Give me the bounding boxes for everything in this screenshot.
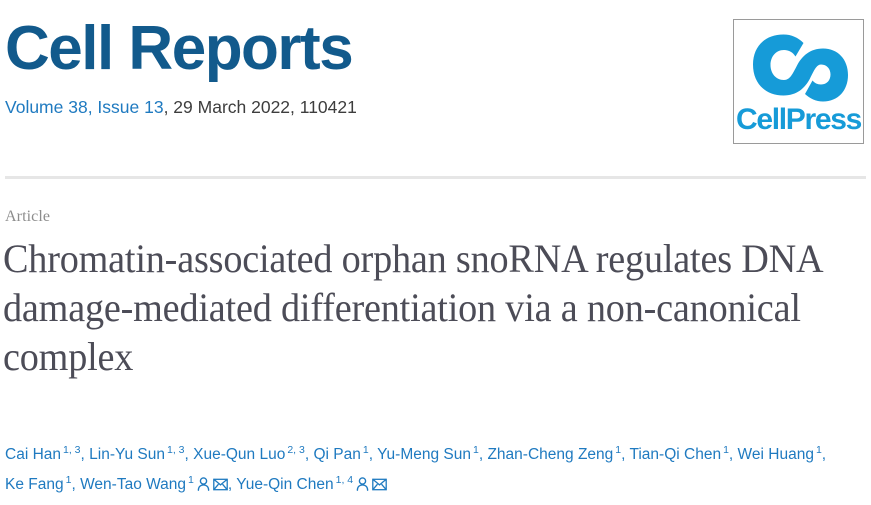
author-separator: , bbox=[304, 446, 314, 463]
issue-link[interactable]: Volume 38, Issue 13 bbox=[5, 97, 164, 117]
cellpress-wordmark: CellPress bbox=[735, 103, 862, 136]
author-separator: , bbox=[71, 476, 81, 493]
cellpress-logo[interactable]: CellPress bbox=[733, 19, 864, 144]
author-entry: Qi Pan 1 bbox=[313, 443, 369, 463]
cellpress-infinity-mark bbox=[747, 28, 851, 102]
author-affiliation-marker[interactable]: 1, 4 bbox=[335, 473, 354, 486]
author-link[interactable]: Wei Huang bbox=[737, 446, 814, 463]
person-icon[interactable] bbox=[197, 477, 210, 491]
author-entry: Yue-Qin Chen 1, 4 bbox=[236, 473, 387, 493]
author-affiliation-marker[interactable]: 1 bbox=[188, 473, 194, 486]
author-link[interactable]: Qi Pan bbox=[313, 446, 361, 463]
envelope-icon[interactable] bbox=[372, 478, 387, 491]
envelope-icon[interactable] bbox=[213, 478, 228, 491]
author-entry: Tian-Qi Chen 1 bbox=[629, 443, 729, 463]
header-divider bbox=[5, 176, 866, 179]
page-title: Chromatin-associated orphan snoRNA regul… bbox=[3, 236, 822, 379]
author-link[interactable]: Yu-Meng Sun bbox=[377, 446, 471, 463]
author-entry: Wei Huang 1 bbox=[737, 443, 822, 463]
author-separator: , bbox=[621, 446, 630, 463]
author-affiliation-marker[interactable]: 1 bbox=[615, 443, 622, 456]
author-link[interactable]: Tian-Qi Chen bbox=[629, 446, 722, 463]
author-link[interactable]: Lin-Yu Sun bbox=[89, 446, 165, 463]
author-affiliation-marker[interactable]: 1, 3 bbox=[63, 443, 81, 456]
author-list: Cai Han 1, 3, Lin-Yu Sun 1, 3, Xue-Qun Luo… bbox=[5, 440, 869, 500]
author-affiliation-marker[interactable]: 1 bbox=[362, 443, 369, 456]
author-entry: Xue-Qun Luo 2, 3 bbox=[193, 443, 305, 463]
author-entry: Ke Fang 1 bbox=[5, 473, 72, 493]
author-separator: , bbox=[227, 476, 237, 493]
journal-masthead: Cell Reports Volume 38, Issue 13, 29 Mar… bbox=[5, 14, 705, 118]
author-separator: , bbox=[368, 446, 378, 463]
author-separator: , bbox=[821, 446, 827, 463]
author-link[interactable]: Xue-Qun Luo bbox=[193, 446, 286, 463]
author-affiliation-marker[interactable]: 1 bbox=[65, 473, 72, 486]
journal-title: Cell Reports bbox=[5, 14, 354, 83]
author-affiliation-marker[interactable]: 2, 3 bbox=[287, 443, 305, 456]
author-link[interactable]: Ke Fang bbox=[5, 476, 64, 493]
author-entry: Lin-Yu Sun 1, 3 bbox=[89, 443, 185, 463]
author-entry: Wen-Tao Wang 1 bbox=[80, 473, 228, 493]
author-separator: , bbox=[80, 446, 90, 463]
author-link[interactable]: Cai Han bbox=[5, 446, 61, 463]
issue-line: Volume 38, Issue 13, 29 March 2022, 1104… bbox=[5, 96, 705, 118]
author-separator: , bbox=[728, 446, 738, 463]
author-entry: Cai Han 1, 3 bbox=[5, 443, 81, 463]
author-link[interactable]: Zhan-Cheng Zeng bbox=[487, 446, 614, 463]
author-affiliation-marker[interactable]: 1 bbox=[815, 443, 822, 456]
author-entry: Yu-Meng Sun 1 bbox=[377, 443, 479, 463]
author-affiliation-marker[interactable]: 1, 3 bbox=[166, 443, 185, 456]
author-affiliation-marker[interactable]: 1 bbox=[473, 443, 479, 456]
author-link[interactable]: Yue-Qin Chen bbox=[236, 476, 334, 493]
author-entry: Zhan-Cheng Zeng 1 bbox=[487, 443, 622, 463]
author-link[interactable]: Wen-Tao Wang bbox=[80, 476, 187, 493]
author-separator: , bbox=[184, 446, 194, 463]
author-separator: , bbox=[478, 446, 488, 463]
author-affiliation-marker[interactable]: 1 bbox=[723, 443, 729, 456]
person-icon[interactable] bbox=[356, 477, 369, 491]
issue-date-and-article-number: , 29 March 2022, 110421 bbox=[163, 97, 357, 117]
article-type-label: Article bbox=[5, 208, 51, 225]
